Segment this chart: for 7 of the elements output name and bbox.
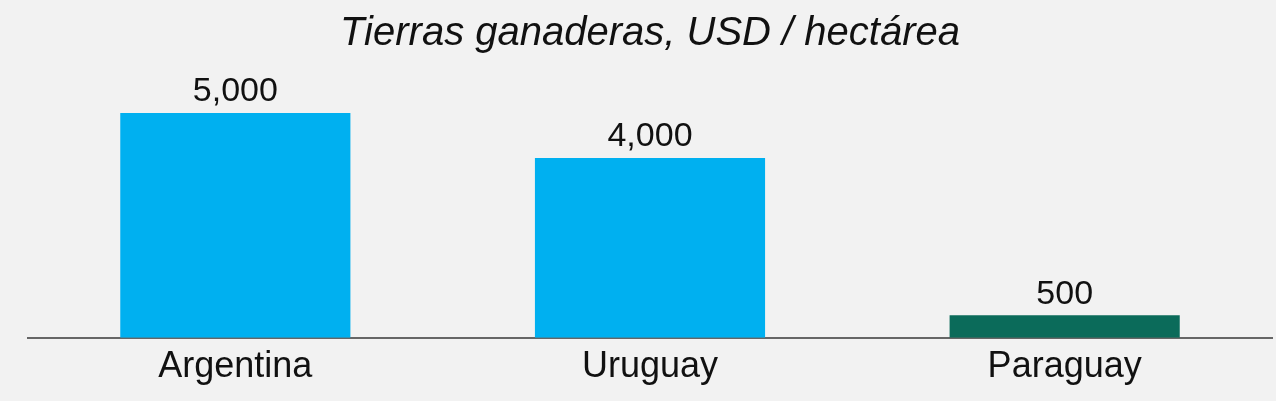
chart-title: Tierras ganaderas, USD / hectárea [340,9,960,54]
x-tick-label: Argentina [158,344,314,386]
x-tick-label: Uruguay [581,344,719,386]
data-label: 500 [1036,272,1094,311]
x-tick-label: Paraguay [987,344,1142,386]
data-label: 4,000 [607,115,693,154]
data-label: 5,000 [192,70,278,109]
